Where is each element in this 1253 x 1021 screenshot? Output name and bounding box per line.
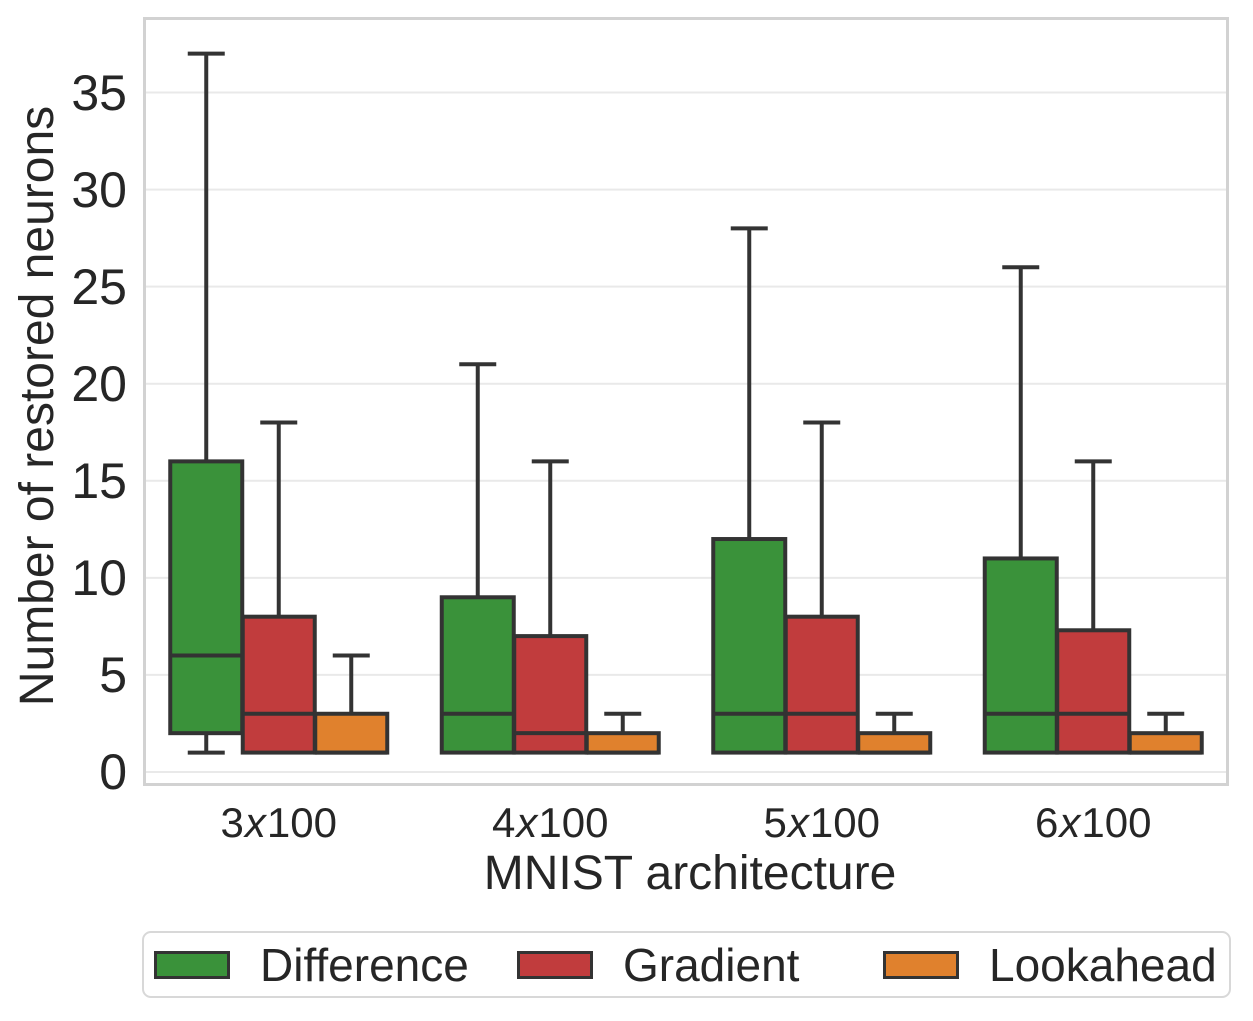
box-lookahead-5x100 <box>856 731 933 755</box>
legend-swatch-difference <box>154 950 230 979</box>
box-difference-4x100 <box>439 595 516 755</box>
box-difference-5x100 <box>711 537 788 755</box>
legend-swatch-lookahead <box>883 950 959 979</box>
legend-item-gradient: Gradient <box>517 942 799 988</box>
y-tick-label-5: 5 <box>99 646 127 703</box>
box-gradient-3x100 <box>240 614 317 755</box>
x-axis-label: MNIST architecture <box>483 847 897 900</box>
x-tick-label-3x100: 3x100 <box>220 799 337 846</box>
y-tick-label-20: 20 <box>71 355 127 412</box>
legend-swatch-gradient <box>517 950 593 979</box>
x-tick-label-5x100: 5x100 <box>763 799 880 846</box>
legend-label-gradient: Gradient <box>623 938 800 991</box>
y-tick-label-30: 30 <box>71 161 127 218</box>
plot-area <box>143 17 1229 786</box>
x-tick-label-4x100: 4x100 <box>492 799 609 846</box>
y-tick-label-10: 10 <box>71 549 127 606</box>
boxplot-svg <box>143 17 1229 786</box>
y-tick-label-15: 15 <box>71 452 127 509</box>
legend-label-lookahead: Lookahead <box>989 938 1217 991</box>
y-tick-label-25: 25 <box>71 258 127 315</box>
box-lookahead-4x100 <box>584 731 661 755</box>
x-tick-label-6x100: 6x100 <box>1035 799 1152 846</box>
box-gradient-6x100 <box>1055 628 1132 755</box>
box-lookahead-6x100 <box>1127 731 1204 755</box>
legend-label-difference: Difference <box>260 938 469 991</box>
legend: Difference Gradient Lookahead <box>142 931 1231 998</box>
axes-frame <box>143 17 1229 786</box>
legend-item-difference: Difference <box>154 942 469 988</box>
box-difference-3x100 <box>168 459 245 736</box>
box-difference-6x100 <box>982 556 1059 755</box>
box-lookahead-3x100 <box>313 711 390 755</box>
legend-item-lookahead: Lookahead <box>883 942 1217 988</box>
y-tick-label-35: 35 <box>71 64 127 121</box>
box-gradient-5x100 <box>783 614 860 755</box>
y-tick-label-0: 0 <box>99 744 127 800</box>
